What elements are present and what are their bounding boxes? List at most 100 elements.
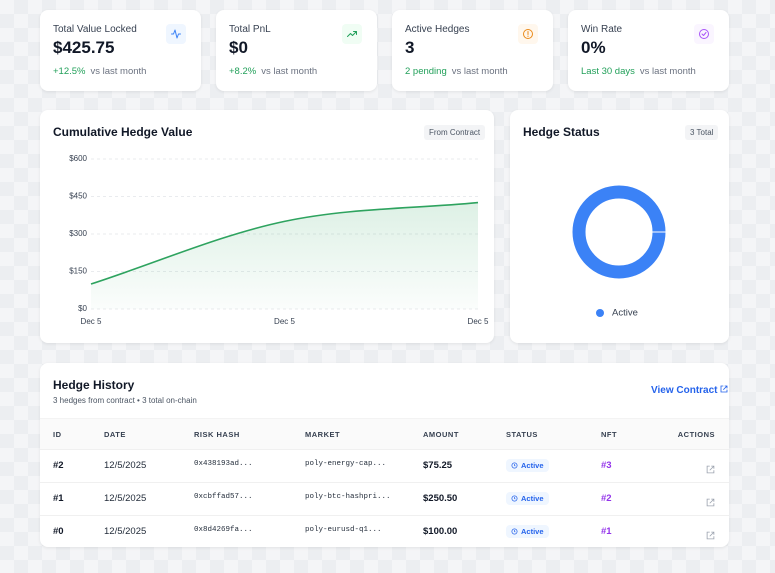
link-text[interactable]: View Contract (651, 385, 718, 396)
status-icon (511, 461, 521, 470)
stat-card: Total PnL $0 +8.2% vs last month (216, 10, 377, 91)
amount: $100.00 (423, 526, 458, 537)
status-text: Active (521, 494, 544, 503)
stat-change: +12.5% (53, 66, 86, 77)
history-card: Hedge History 3 hedges from contract • 3… (40, 363, 729, 547)
column-header: ACTIONS (677, 430, 715, 439)
table-row: #0 12/5/2025 0x8d4269fa... poly-eurusd-q1..… (40, 515, 729, 547)
external-icon[interactable] (706, 498, 715, 507)
stat-value: $0 (229, 38, 248, 57)
stat-label: Win Rate (581, 24, 623, 35)
icon (523, 29, 533, 39)
column-header: ID (53, 430, 62, 439)
table-header: ID DATE RISK HASH MARKET AMOUNT STATUS NFT ACTI… (40, 418, 729, 450)
market: poly-btc-hashpri... (305, 493, 391, 501)
icon-part (511, 495, 518, 502)
market: poly-energy-cap... (305, 460, 387, 468)
view-contract-link[interactable]: View Contract (651, 385, 728, 396)
nft-link[interactable]: #2 (601, 493, 612, 504)
column-header: STATUS (506, 430, 538, 439)
icon-part (514, 497, 516, 500)
stat-card: Win Rate 0% Last 30 days vs last month (568, 10, 729, 91)
icon-part (511, 528, 518, 535)
status-icon (511, 494, 521, 503)
stat-change-row: 2 pending vs last month (405, 66, 508, 77)
stat-card: Total Value Locked $425.75 +12.5% vs last m… (40, 10, 201, 91)
external-icon[interactable] (706, 465, 715, 474)
amount: $250.50 (423, 493, 458, 504)
amount: $75.25 (423, 460, 453, 471)
stat-icon (342, 24, 362, 44)
stat-change: Last 30 days (581, 66, 635, 77)
status-icon (511, 527, 521, 536)
icon-part (511, 528, 518, 535)
stat-value: $425.75 (53, 38, 115, 57)
nft-link[interactable]: #1 (601, 526, 612, 537)
hedge-id: #1 (53, 493, 64, 504)
external-icon[interactable] (706, 531, 715, 540)
icon (699, 29, 709, 39)
action-button[interactable] (706, 494, 715, 512)
chart-title: Cumulative Hedge Value (53, 125, 193, 139)
stat-note: vs last month (451, 66, 508, 77)
history-title: Hedge History (53, 378, 135, 392)
icon-part (171, 29, 181, 39)
status-text: Active (521, 461, 544, 470)
icon-part (523, 29, 533, 39)
stat-icon (518, 24, 538, 44)
chart-badge: From Contract (424, 125, 486, 140)
nft-link[interactable]: #3 (601, 460, 612, 471)
table-row: #1 12/5/2025 0xcbffad57... poly-btc-hashpri… (40, 482, 729, 516)
external-icon[interactable] (706, 531, 715, 540)
status-badge: Active (506, 459, 549, 472)
external-icon[interactable] (706, 498, 715, 507)
stat-label: Total Value Locked (53, 24, 137, 35)
icon-part (699, 29, 709, 39)
status-text: Active (521, 527, 544, 536)
icon-part (511, 495, 518, 502)
risk-hash: 0xcbffad57... (194, 493, 253, 501)
stat-value: 3 (405, 38, 415, 57)
stat-note: vs last month (639, 66, 696, 77)
hedge-date: 12/5/2025 (104, 526, 147, 537)
hedge-date: 12/5/2025 (104, 493, 147, 504)
risk-hash: 0x438193ad... (194, 460, 253, 468)
stat-change-row: +8.2% vs last month (229, 66, 317, 77)
stat-change-row: Last 30 days vs last month (581, 66, 696, 77)
pie-chart-card: Hedge Status 3 Total (510, 110, 729, 343)
stat-value: 0% (581, 38, 606, 57)
market: poly-eurusd-q1... (305, 526, 382, 534)
icon-part (511, 462, 518, 469)
line-chart-card: Cumulative Hedge Value From Contract (40, 110, 494, 343)
icon (171, 29, 181, 39)
stat-change-row: +12.5% vs last month (53, 66, 146, 77)
stat-label: Active Hedges (405, 24, 470, 35)
risk-hash: 0x8d4269fa... (194, 526, 253, 534)
stat-icon (694, 24, 714, 44)
status-badge: Active (506, 525, 549, 538)
icon-part (701, 32, 707, 36)
stat-card: Active Hedges 3 2 pending vs last month (392, 10, 553, 91)
icon-part (514, 530, 516, 533)
column-header: MARKET (305, 430, 341, 439)
history-subtitle: 3 hedges from contract • 3 total on-chai… (53, 396, 197, 405)
stat-change: 2 pending (405, 66, 447, 77)
column-header: DATE (104, 430, 126, 439)
icon-part (511, 462, 518, 469)
stat-note: vs last month (90, 66, 147, 77)
external-icon[interactable] (706, 465, 715, 474)
hedge-id: #0 (53, 526, 64, 537)
hedge-date: 12/5/2025 (104, 460, 147, 471)
action-button[interactable] (706, 527, 715, 545)
column-header: RISK HASH (194, 430, 240, 439)
stat-change: +8.2% (229, 66, 257, 77)
stat-note: vs last month (261, 66, 318, 77)
icon (347, 31, 357, 37)
action-button[interactable] (706, 461, 715, 479)
column-header: NFT (601, 430, 618, 439)
external-icon[interactable] (720, 385, 728, 393)
table-row: #2 12/5/2025 0x438193ad... poly-energy-cap.… (40, 449, 729, 483)
icon-part (347, 31, 357, 37)
status-badge: Active (506, 492, 549, 505)
